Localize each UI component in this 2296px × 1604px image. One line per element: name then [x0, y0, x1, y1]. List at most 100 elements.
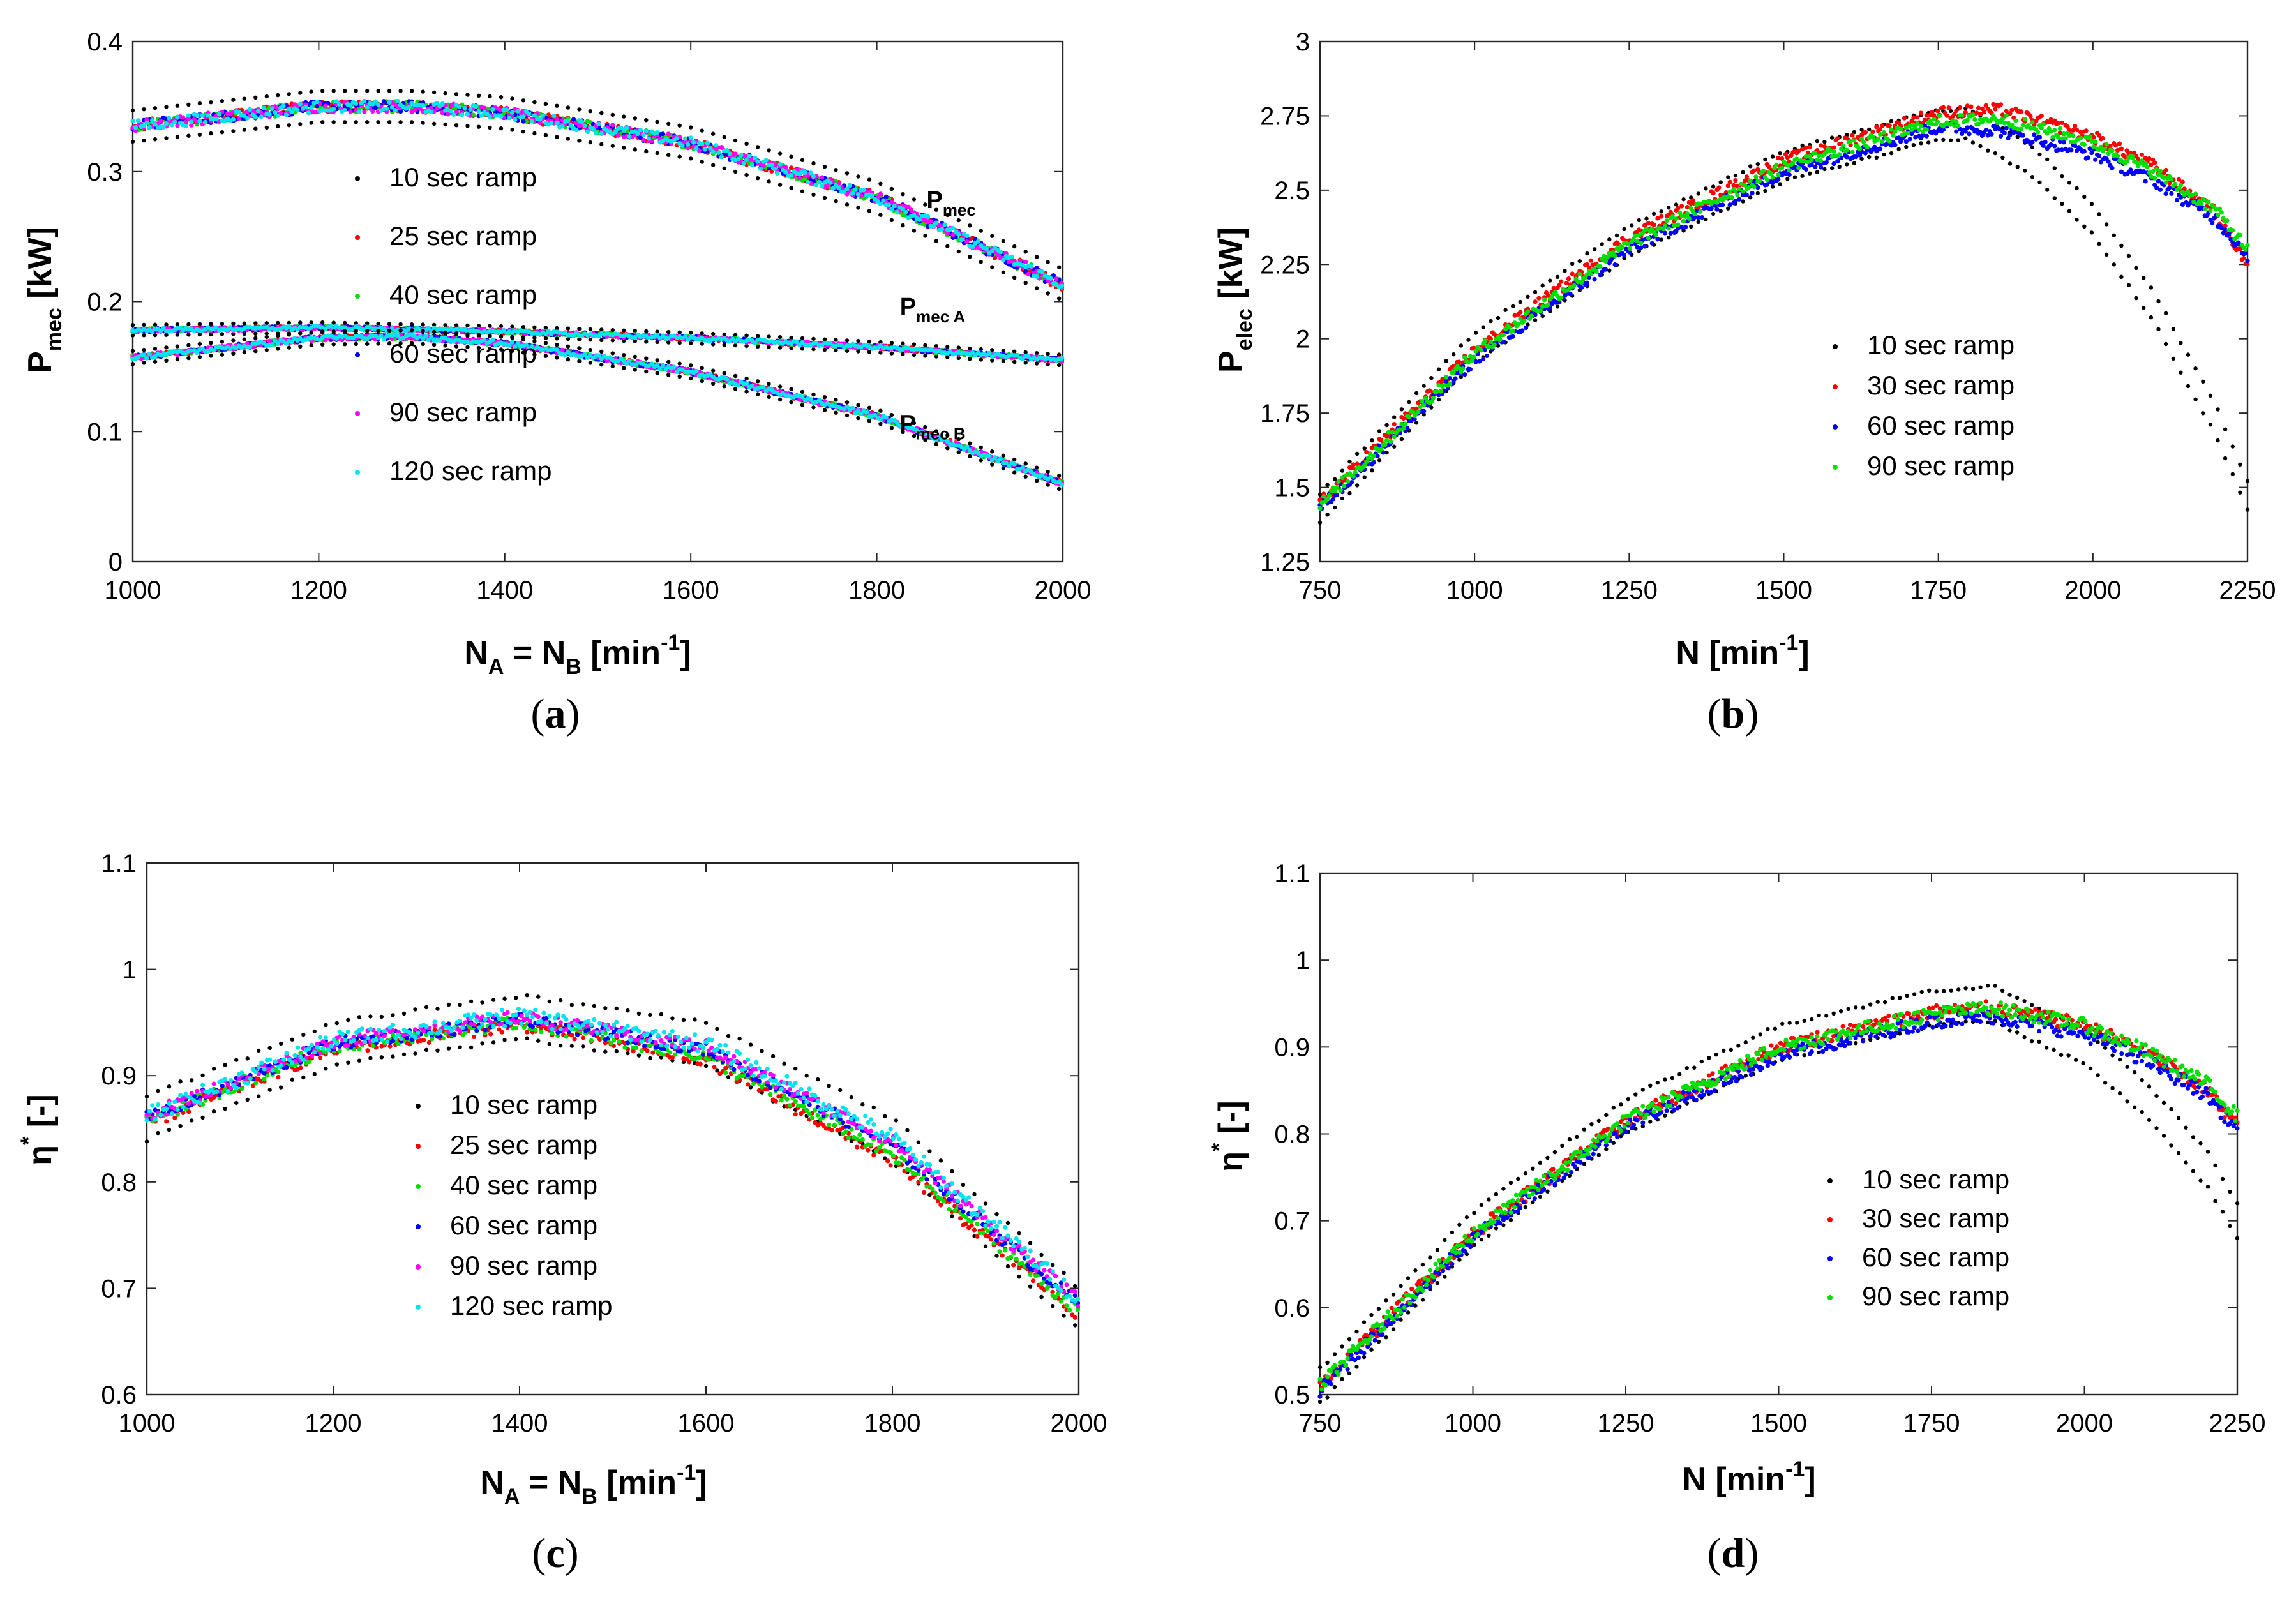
data-point	[588, 109, 592, 114]
data-point	[236, 116, 241, 121]
data-point	[421, 89, 425, 94]
data-point	[175, 357, 180, 362]
data-point	[133, 125, 138, 130]
data-point	[588, 327, 592, 332]
data-point	[348, 102, 353, 107]
data-point	[407, 104, 412, 110]
data-point	[197, 332, 202, 337]
data-point	[209, 322, 213, 326]
data-point	[926, 214, 931, 219]
data-point	[276, 320, 280, 326]
data-point	[878, 201, 883, 206]
data-point	[242, 350, 246, 355]
data-point	[153, 137, 158, 142]
data-point	[666, 131, 671, 137]
data-point	[488, 333, 492, 338]
data-point	[686, 142, 691, 147]
data-point	[376, 120, 380, 124]
data-point	[287, 320, 291, 325]
data-point	[153, 106, 158, 110]
data-point	[666, 359, 671, 364]
data-point	[476, 324, 481, 328]
data-point	[834, 398, 838, 402]
y-tick-label: 0.2	[87, 289, 123, 317]
data-point	[130, 323, 135, 327]
data-point	[334, 99, 339, 104]
data-point	[331, 89, 336, 93]
data-point	[183, 123, 188, 128]
data-point	[209, 332, 213, 336]
data-point	[713, 143, 719, 148]
data-point	[1057, 363, 1062, 368]
data-point	[443, 323, 447, 327]
data-point	[253, 321, 258, 326]
data-point	[448, 109, 453, 114]
data-point	[777, 397, 783, 402]
data-point	[950, 232, 956, 237]
data-point	[1023, 350, 1028, 355]
data-point	[209, 131, 213, 136]
data-point	[1035, 361, 1039, 366]
data-point	[276, 347, 280, 351]
data-point	[543, 326, 548, 330]
data-point	[242, 331, 246, 336]
data-point	[306, 110, 311, 116]
data-point	[209, 354, 213, 358]
data-point	[175, 322, 180, 327]
data-point	[443, 91, 447, 96]
data-point	[231, 98, 236, 102]
data-point	[599, 349, 604, 354]
data-point	[356, 109, 361, 114]
data-point	[532, 335, 537, 340]
data-point	[889, 351, 894, 356]
data-point	[599, 131, 604, 137]
data-point	[287, 92, 291, 96]
data-point	[842, 189, 847, 194]
data-point	[364, 105, 370, 110]
data-point	[465, 124, 470, 128]
data-point	[147, 124, 152, 130]
data-point	[722, 166, 726, 170]
data-point	[744, 141, 749, 146]
data-point	[644, 369, 649, 374]
data-point	[686, 146, 691, 151]
data-point	[287, 106, 292, 111]
data-point	[298, 331, 303, 336]
label-part: N	[464, 634, 488, 671]
data-point	[409, 328, 414, 333]
data-point	[555, 326, 559, 331]
data-point	[141, 123, 147, 129]
data-point	[264, 94, 269, 99]
x-tick-label: 1800	[848, 576, 905, 604]
data-point	[588, 140, 592, 145]
data-point	[802, 176, 807, 181]
y-tick-label: 0	[109, 548, 123, 576]
data-point	[1051, 273, 1056, 278]
data-point	[331, 107, 336, 112]
data-point	[276, 333, 280, 338]
data-point	[1057, 296, 1062, 301]
data-point	[571, 117, 576, 122]
data-point	[504, 107, 509, 112]
data-point	[421, 121, 425, 125]
data-point	[844, 186, 850, 191]
data-point	[979, 347, 984, 352]
data-point	[298, 344, 303, 349]
data-point	[953, 229, 958, 234]
data-point	[984, 246, 989, 251]
data-point	[543, 336, 548, 340]
data-point	[555, 356, 559, 360]
data-point	[242, 128, 246, 132]
data-point	[398, 120, 403, 124]
data-point	[674, 136, 679, 141]
data-point	[287, 123, 291, 128]
data-point	[700, 331, 704, 336]
data-point	[878, 181, 883, 186]
data-point	[700, 379, 704, 384]
data-point	[747, 153, 752, 158]
data-point	[1035, 286, 1039, 290]
data-point	[975, 239, 980, 244]
data-point	[142, 347, 146, 352]
data-point	[1001, 453, 1006, 458]
data-point	[767, 179, 771, 184]
